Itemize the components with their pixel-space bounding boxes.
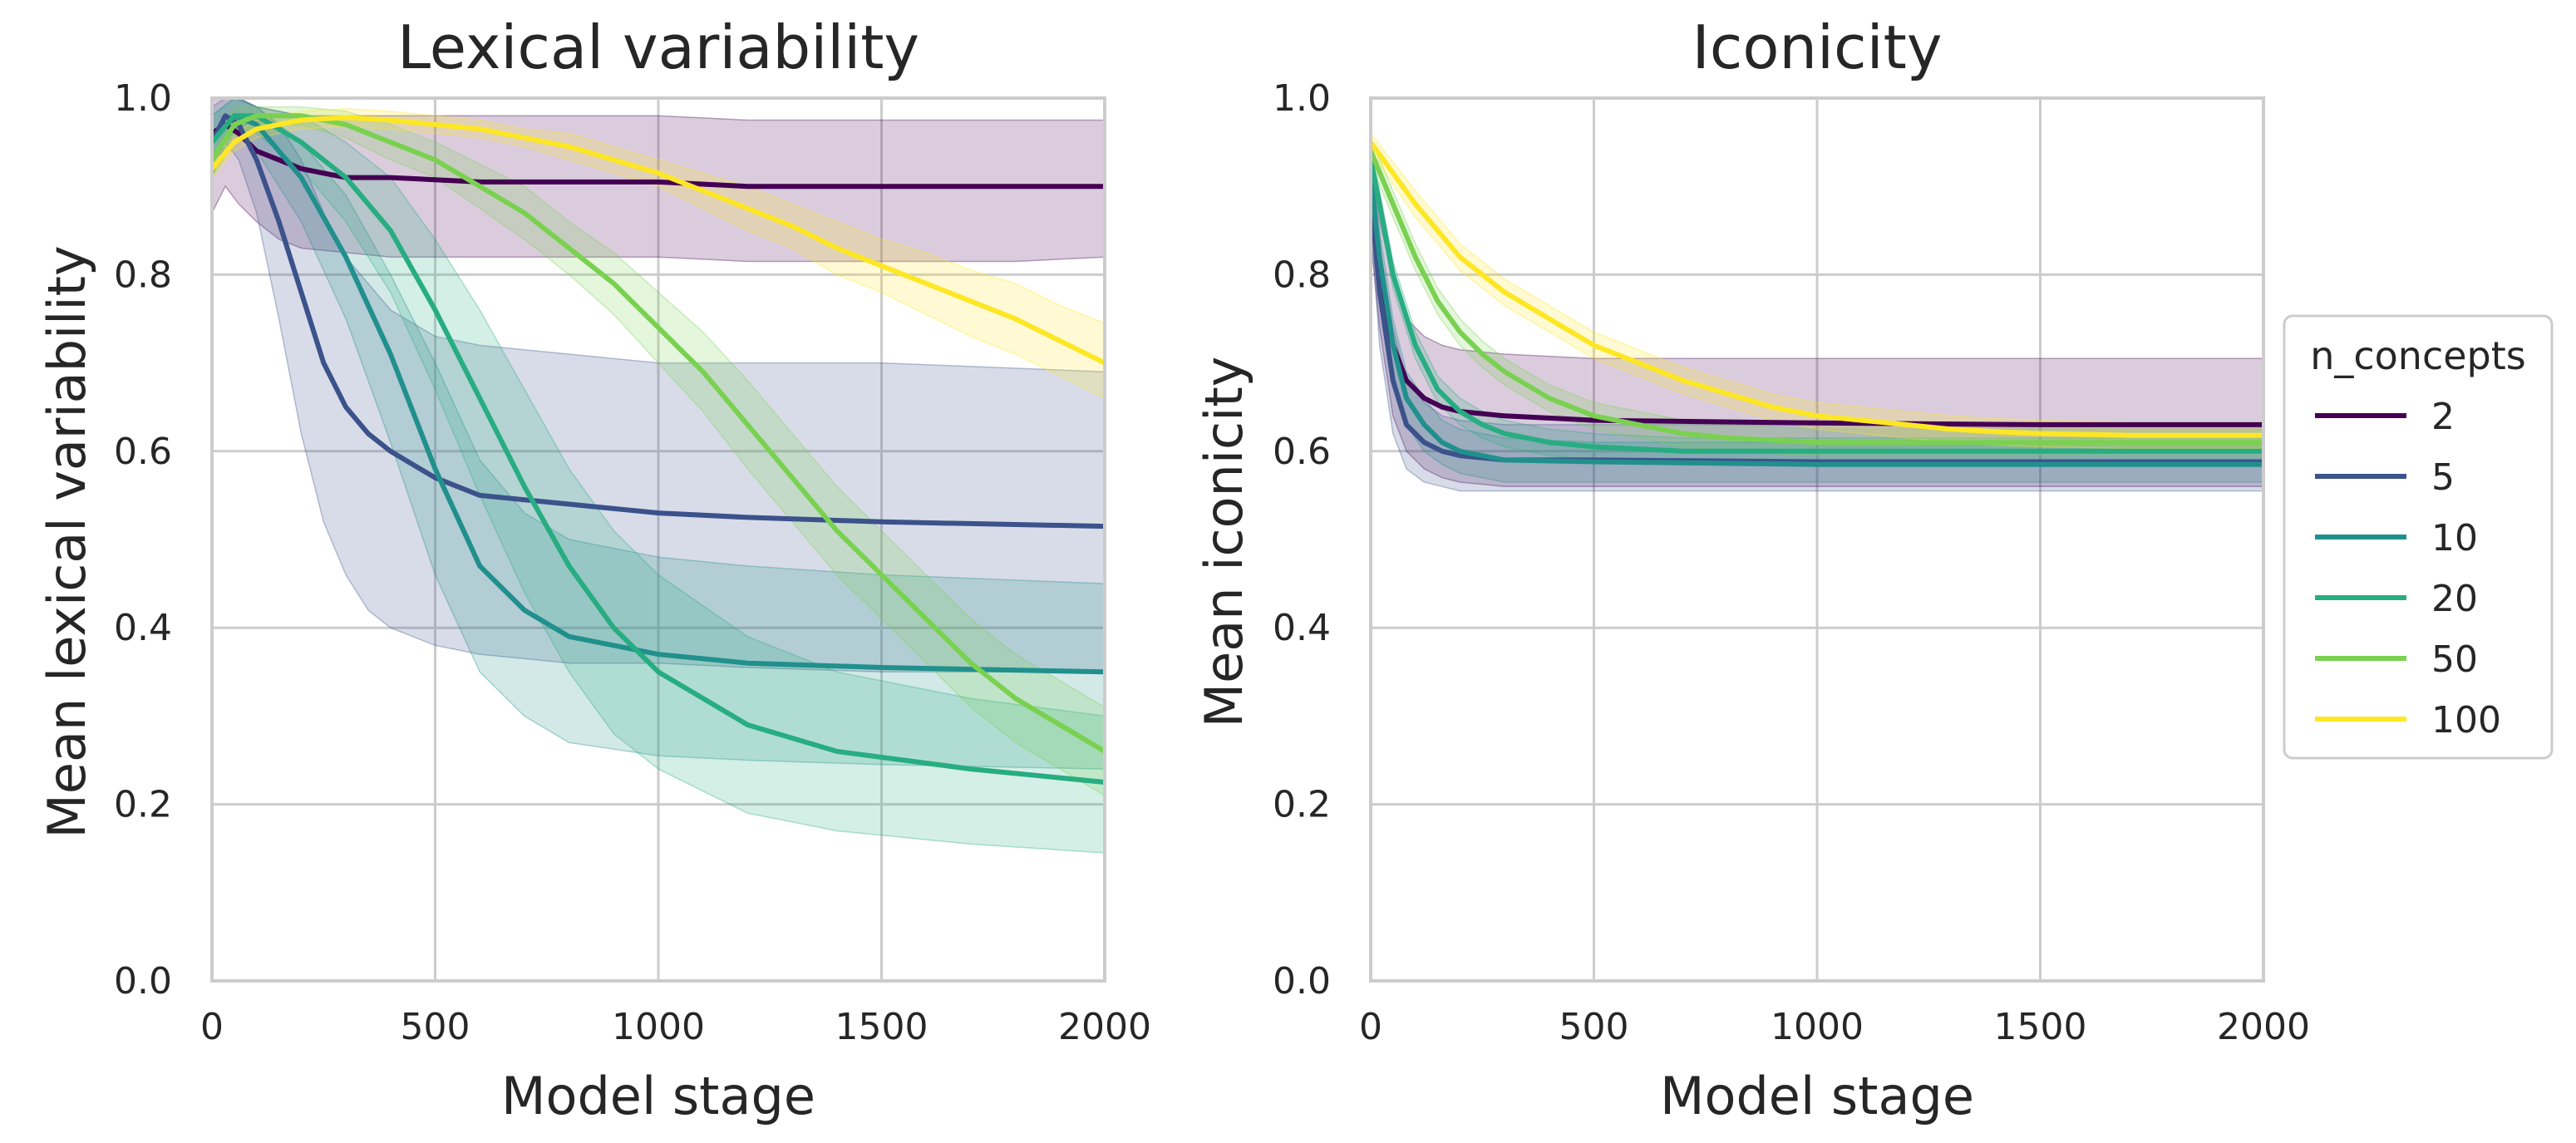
iconicity-line-10 — [1371, 175, 2263, 467]
lexical-variability-y-axis-label: Mean lexical variability — [37, 245, 97, 838]
legend-label-20: 20 — [2431, 578, 2478, 620]
iconicity-band-50 — [1371, 137, 2263, 456]
iconicity-x-tick-label: 500 — [1559, 1006, 1629, 1048]
lexical-variability-panel: Lexical variability Model stage Mean lex… — [37, 12, 1151, 1126]
legend-title: n_concepts — [2310, 333, 2526, 378]
iconicity-x-tick-label: 2000 — [2217, 1006, 2310, 1048]
lexical-variability-title: Lexical variability — [397, 12, 919, 82]
iconicity-band-100 — [1371, 132, 2263, 450]
iconicity-grid — [1369, 96, 2265, 983]
iconicity-y-axis-label: Mean iconicity — [1194, 357, 1254, 728]
iconicity-y-tick-label: 0.0 — [1273, 960, 1331, 1003]
lexical-variability-y-tick-label: 0.0 — [114, 960, 172, 1003]
lexical-variability-y-tick-label: 0.4 — [114, 607, 172, 649]
iconicity-panel: Iconicity Model stage Mean iconicity 0 50… — [1194, 12, 2310, 1126]
legend-label-100: 100 — [2431, 699, 2501, 741]
iconicity-y-tick-label: 0.8 — [1273, 254, 1331, 296]
legend: n_concepts 2 5 10 20 50 100 — [2283, 314, 2554, 760]
legend-label-10: 10 — [2431, 517, 2478, 559]
iconicity-x-tick-label: 0 — [1359, 1006, 1382, 1048]
iconicity-axes-frame — [1369, 96, 2265, 983]
iconicity-x-tick-label: 1000 — [1771, 1006, 1864, 1048]
iconicity-band-2 — [1371, 168, 2263, 488]
iconicity-y-tick-label: 0.4 — [1273, 607, 1331, 649]
lexical-variability-band-100 — [212, 107, 1105, 399]
iconicity-x-tick-label: 1500 — [1994, 1006, 2087, 1048]
iconicity-band-5 — [1371, 168, 2263, 492]
lexical-variability-x-tick-label: 500 — [401, 1006, 470, 1048]
lexical-variability-x-tick-label: 0 — [200, 1006, 224, 1048]
iconicity-title: Iconicity — [1692, 12, 1943, 82]
lexical-variability-line-100 — [212, 115, 1105, 366]
lexical-variability-x-tick-label: 2000 — [1058, 1006, 1151, 1048]
lexical-variability-line-10 — [212, 113, 1105, 675]
lexical-variability-plot-area — [212, 98, 1105, 854]
lexical-variability-band-10 — [212, 98, 1105, 770]
iconicity-y-tick-label: 0.6 — [1273, 431, 1331, 473]
lexical-variability-band-20 — [212, 98, 1105, 854]
lexical-variability-y-tick-label: 1.0 — [114, 77, 172, 120]
iconicity-line-100 — [1371, 140, 2263, 438]
iconicity-y-tick-label: 1.0 — [1273, 77, 1331, 120]
iconicity-line-20 — [1371, 157, 2263, 454]
legend-frame — [2283, 314, 2554, 760]
iconicity-band-20 — [1371, 146, 2263, 466]
lexical-variability-band-5 — [212, 98, 1105, 673]
lexical-variability-axes-frame — [210, 96, 1106, 983]
lexical-variability-band-50 — [212, 106, 1105, 796]
lexical-variability-x-tick-label: 1500 — [835, 1006, 928, 1048]
iconicity-y-tick-label: 0.2 — [1273, 784, 1331, 826]
lexical-variability-y-tick-label: 0.2 — [114, 784, 172, 826]
iconicity-line-5 — [1371, 192, 2263, 465]
iconicity-line-50 — [1371, 148, 2263, 446]
lexical-variability-x-axis-label: Model stage — [501, 1066, 815, 1126]
lexical-variability-y-tick-label: 0.8 — [114, 254, 172, 296]
iconicity-plot-area — [1371, 132, 2263, 492]
lexical-variability-line-20 — [212, 113, 1105, 785]
lexical-variability-line-5 — [212, 113, 1105, 530]
legend-label-2: 2 — [2431, 396, 2455, 438]
iconicity-x-axis-label: Model stage — [1660, 1066, 1974, 1126]
lexical-variability-x-tick-label: 1000 — [612, 1006, 705, 1048]
legend-label-50: 50 — [2431, 638, 2478, 681]
legend-label-5: 5 — [2431, 456, 2455, 499]
lexical-variability-y-tick-label: 0.6 — [114, 431, 172, 473]
